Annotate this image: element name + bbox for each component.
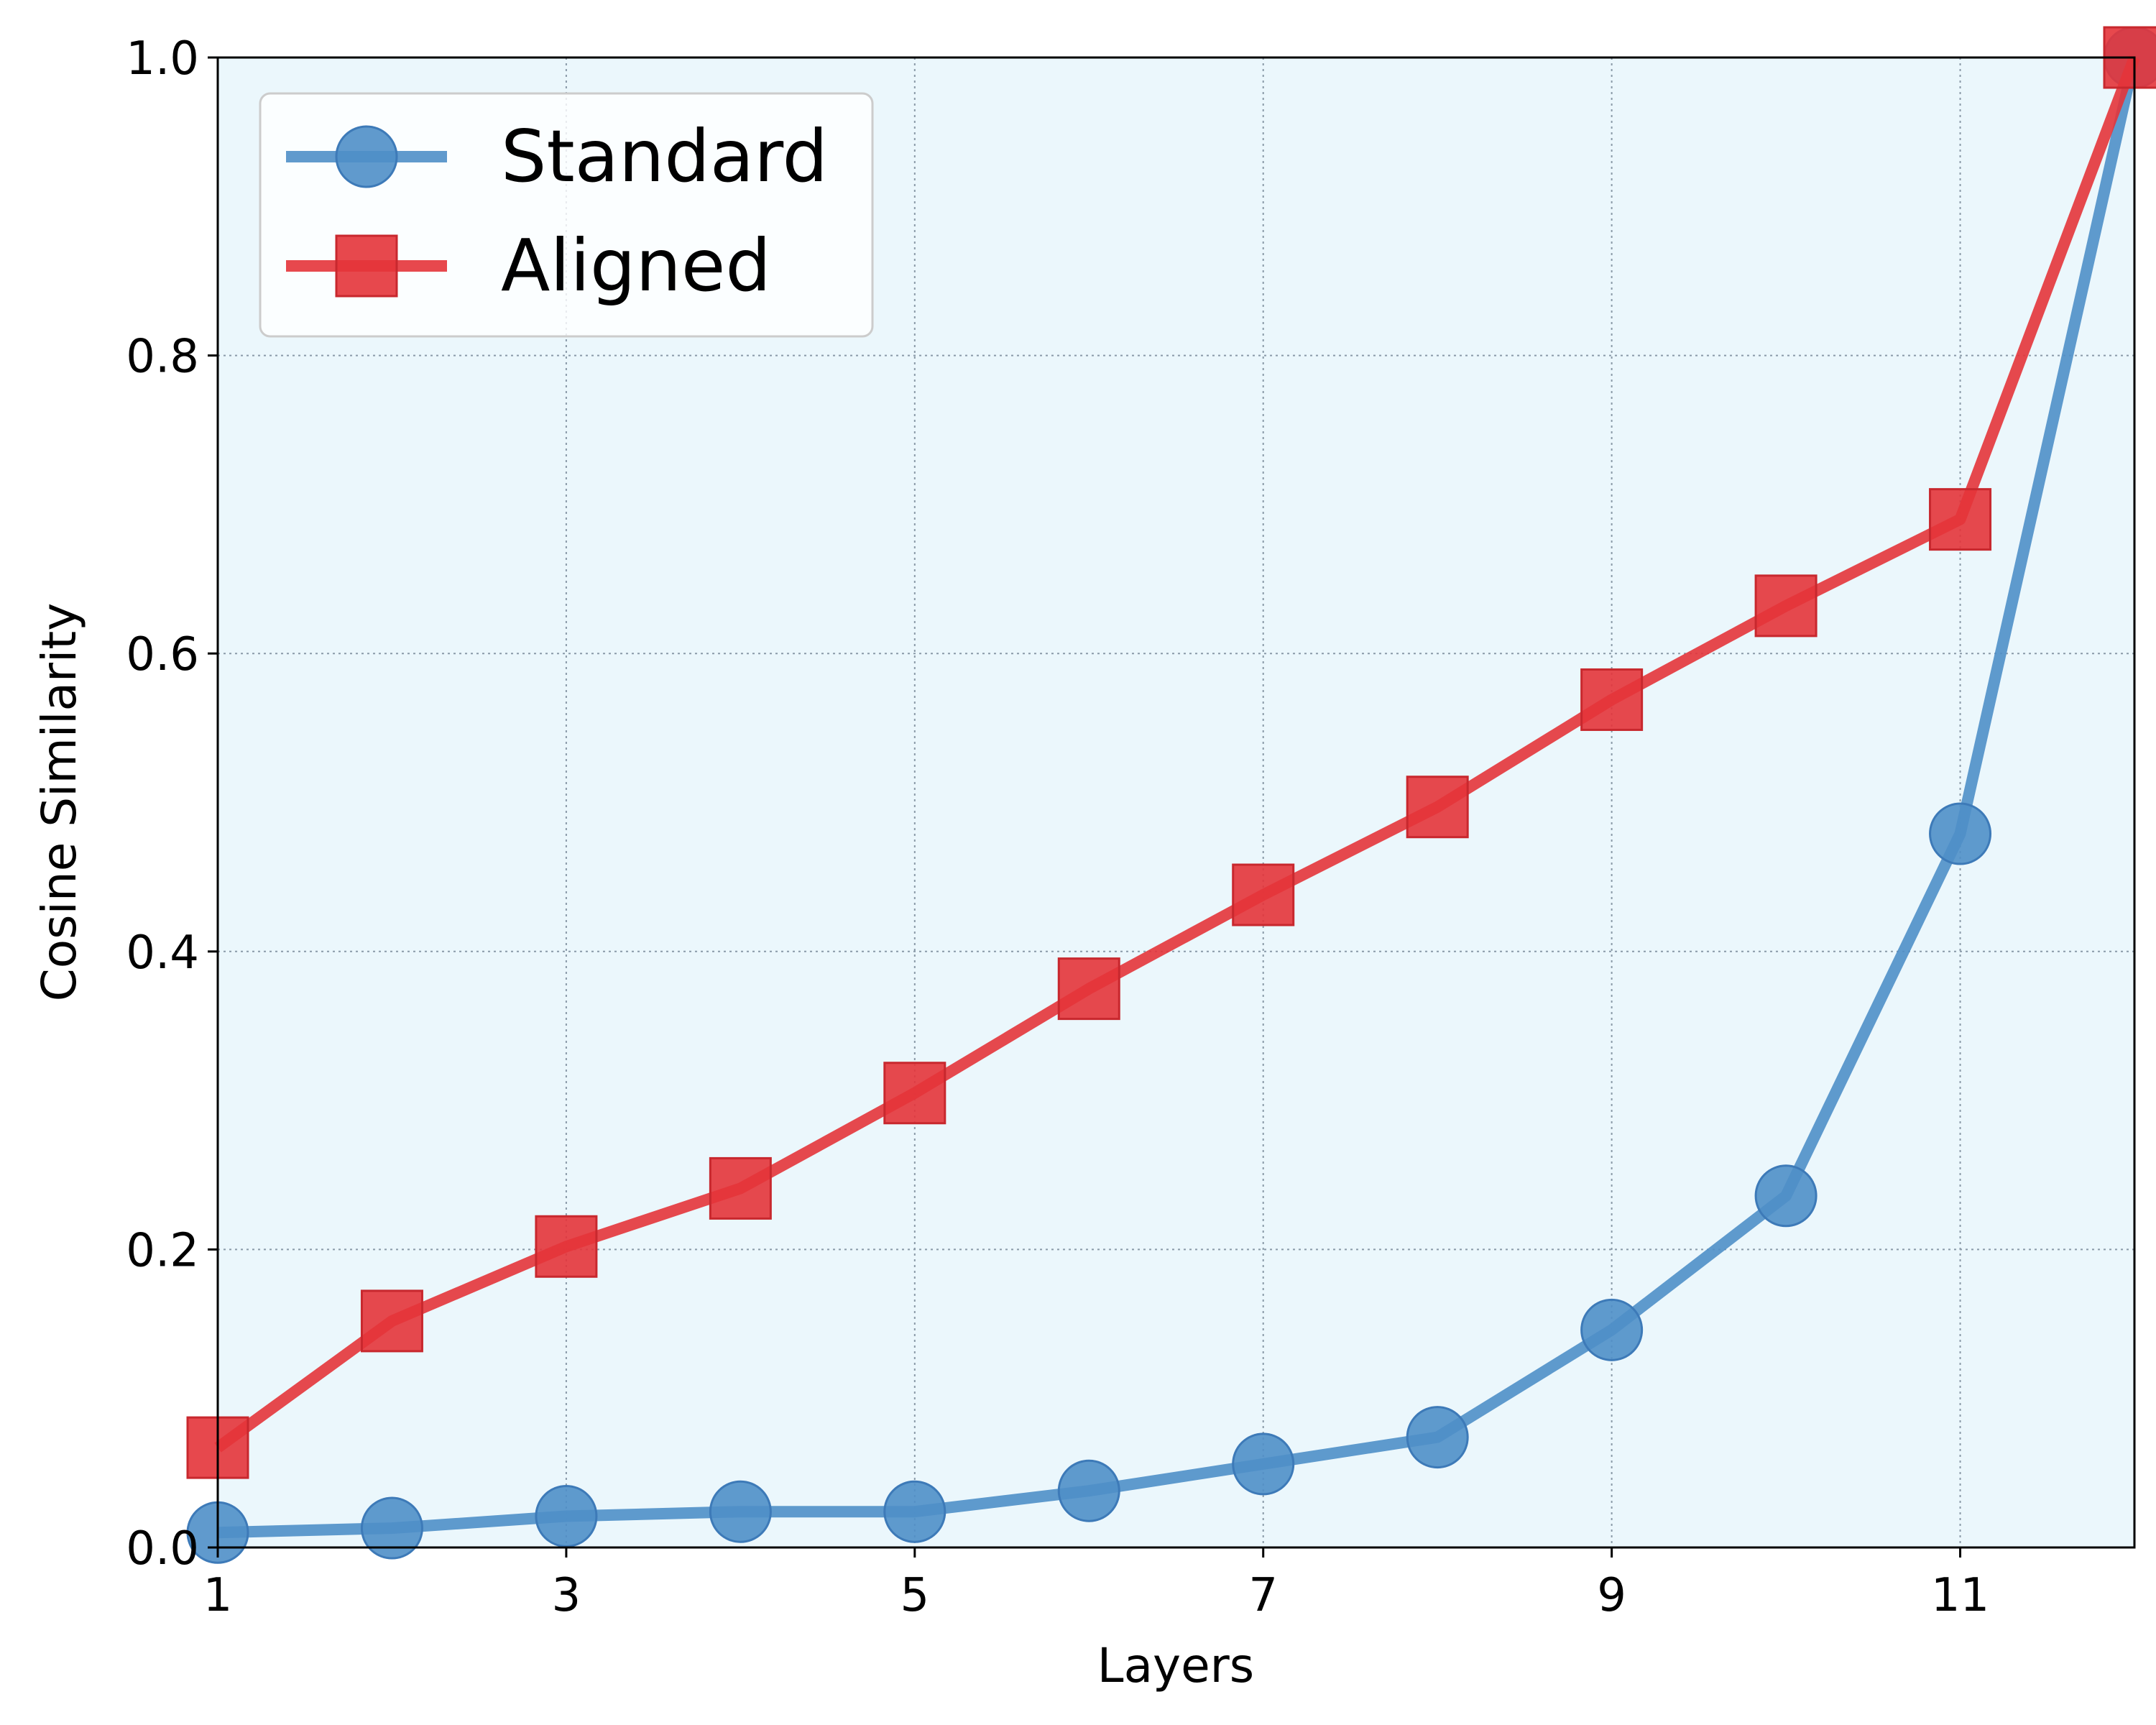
data-point-aligned [1406, 776, 1469, 839]
legend-label-aligned: Aligned [501, 224, 771, 308]
x-tick-label: 1 [203, 1569, 233, 1622]
data-point-standard [1406, 1406, 1469, 1469]
y-tick-label: 0.6 [126, 628, 199, 681]
data-point-aligned [1580, 668, 1644, 731]
data-point-aligned [535, 1215, 598, 1278]
legend-label-standard: Standard [501, 114, 828, 198]
data-point-aligned [883, 1062, 946, 1125]
data-point-standard [1057, 1459, 1120, 1522]
y-tick-label: 0.8 [126, 331, 199, 384]
data-point-aligned [1057, 957, 1120, 1021]
x-axis-label: Layers [1097, 1638, 1254, 1693]
y-tick-label: 1.0 [126, 32, 199, 86]
y-axis-label: Cosine Similarity [32, 603, 87, 1002]
x-tick-label: 9 [1597, 1569, 1626, 1622]
legend-marker-aligned [335, 234, 398, 298]
data-point-standard [709, 1480, 772, 1543]
data-point-aligned [709, 1156, 772, 1220]
series-standard [186, 26, 2156, 1564]
y-tick-label: 0.4 [126, 926, 199, 980]
data-point-aligned [1754, 574, 1818, 638]
data-point-standard [1580, 1298, 1644, 1361]
series-aligned [186, 26, 2156, 1479]
y-tick-label: 0.0 [126, 1522, 199, 1576]
x-tick-label: 5 [900, 1569, 929, 1622]
legend-marker-standard [335, 125, 398, 188]
data-point-standard [1929, 802, 1992, 865]
legend: Standard Aligned [259, 92, 874, 338]
data-point-aligned [360, 1289, 423, 1353]
data-point-standard [1754, 1164, 1818, 1228]
data-point-standard [535, 1484, 598, 1547]
data-point-aligned [1929, 488, 1992, 551]
x-tick-label: 11 [1931, 1569, 1989, 1622]
data-point-aligned [1232, 863, 1295, 926]
axis-ticks: 1 3 5 7 9 11 0.0 0.2 0.4 0.6 0.8 1.0 [126, 32, 1989, 1622]
data-point-standard [360, 1496, 423, 1560]
x-tick-label: 7 [1248, 1569, 1278, 1622]
series-layer [186, 26, 2156, 1564]
y-tick-label: 0.2 [126, 1224, 199, 1277]
data-point-standard [1232, 1432, 1295, 1496]
data-point-standard [883, 1480, 946, 1543]
plot-frame [216, 56, 2136, 1549]
x-tick-label: 3 [552, 1569, 581, 1622]
